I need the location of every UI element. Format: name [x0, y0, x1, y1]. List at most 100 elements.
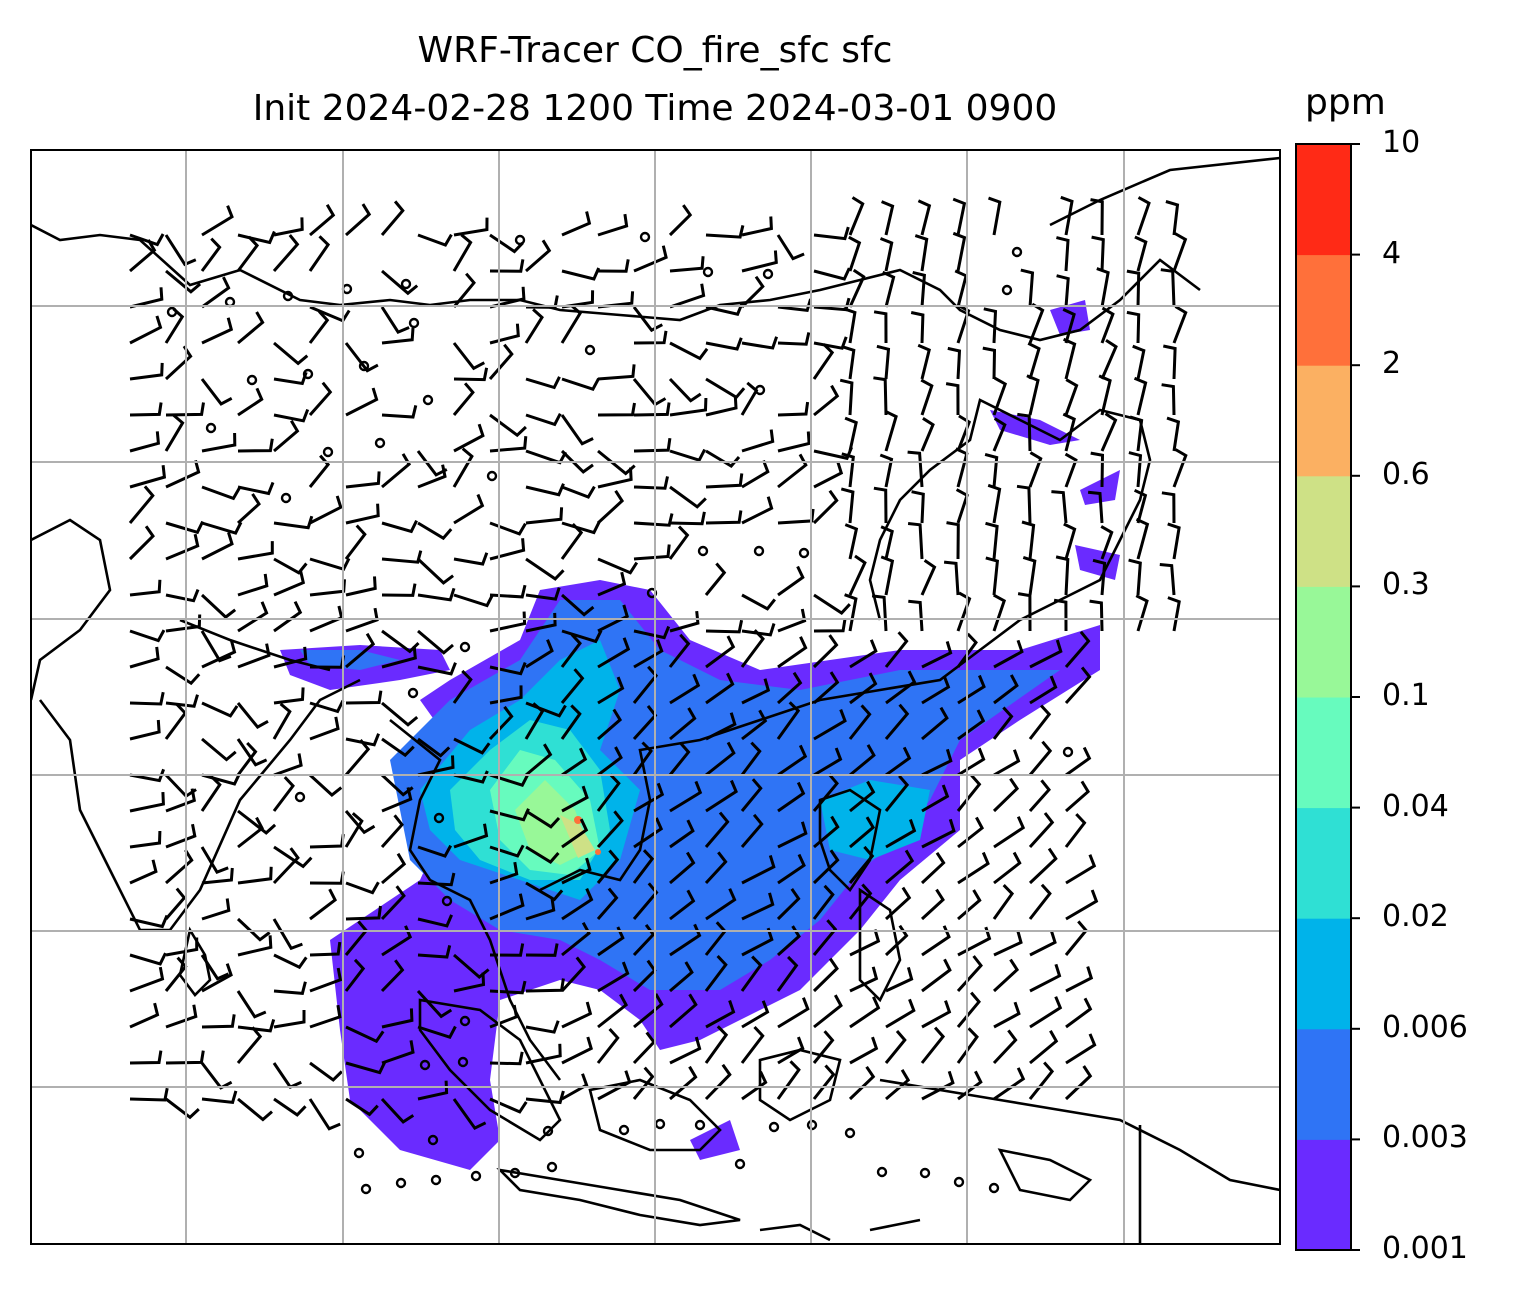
wind-barb — [417, 464, 447, 489]
wind-barb — [1135, 594, 1149, 632]
wind-barb — [165, 694, 199, 708]
wind-barb — [273, 515, 314, 530]
wind-barb — [165, 589, 200, 603]
wind-barb — [129, 914, 169, 929]
wind-barb — [1028, 847, 1058, 885]
wind-barb — [345, 1061, 387, 1075]
wind-barb — [1167, 596, 1181, 632]
wind-barb — [848, 704, 872, 740]
wind-barb — [453, 423, 485, 453]
wind-barb — [273, 646, 308, 669]
calm-wind-marker — [486, 470, 498, 482]
wind-barb — [345, 1025, 385, 1044]
wind-barb — [848, 1065, 876, 1101]
wind-barb — [777, 821, 808, 849]
calm-wind-marker — [470, 1170, 482, 1182]
wind-barb — [704, 954, 728, 992]
wind-barb — [417, 945, 452, 959]
calm-wind-marker — [768, 1121, 780, 1133]
wind-barb — [669, 780, 703, 813]
wind-barb — [1159, 563, 1176, 596]
wind-barb — [633, 402, 671, 417]
wind-barb — [1167, 522, 1181, 560]
wind-barb — [344, 810, 376, 835]
wind-barb — [843, 307, 857, 344]
wind-barb — [308, 773, 343, 797]
wind-barb — [164, 887, 187, 920]
wind-barb — [777, 431, 811, 453]
calm-wind-marker — [353, 1147, 365, 1159]
wind-barb — [1129, 415, 1144, 452]
wind-barb — [633, 437, 672, 453]
wind-barb — [1064, 666, 1092, 705]
wind-barb — [1027, 341, 1041, 380]
wind-barb — [165, 849, 194, 885]
wind-barb — [597, 571, 627, 597]
wind-barb — [597, 637, 631, 669]
wind-barb — [1028, 779, 1051, 812]
wind-barb — [452, 382, 475, 416]
wind-barb — [597, 746, 623, 777]
wind-barb — [236, 738, 268, 767]
wind-barb — [561, 593, 595, 617]
wind-barb — [165, 1004, 198, 1029]
wind-barb — [165, 460, 201, 489]
wind-barb — [884, 409, 898, 452]
wind-barb — [993, 639, 1024, 669]
wind-barb — [669, 485, 707, 509]
wind-barb — [668, 633, 691, 668]
wind-barb — [237, 866, 273, 885]
wind-barb — [201, 898, 231, 921]
wind-barb — [1161, 383, 1176, 416]
wind-barb — [200, 378, 233, 406]
wind-barb — [200, 846, 229, 874]
wind-barb — [453, 217, 489, 237]
wind-barb — [417, 662, 457, 676]
wind-barb — [952, 231, 967, 272]
wind-barb — [633, 513, 674, 527]
wind-barb — [1063, 522, 1077, 560]
wind-barb — [839, 378, 854, 416]
wind-barb — [741, 250, 778, 273]
wind-barb — [560, 304, 583, 344]
calm-wind-marker — [407, 687, 419, 699]
wind-barb — [272, 702, 292, 740]
wind-barb — [525, 897, 556, 921]
wind-barb — [273, 1010, 306, 1029]
wind-barb — [345, 576, 377, 597]
wind-barb — [633, 544, 671, 561]
wind-barb — [597, 364, 636, 381]
wind-barb — [812, 957, 839, 993]
wind-barb — [885, 849, 915, 885]
wind-barb — [669, 1036, 702, 1065]
wind-barb — [777, 565, 805, 597]
wind-barb — [957, 889, 982, 921]
wind-barb — [561, 818, 589, 849]
wind-barb — [741, 854, 776, 885]
calm-wind-marker — [205, 422, 217, 434]
wind-barb — [992, 376, 1008, 416]
wind-barb — [417, 521, 453, 541]
wind-barb — [128, 485, 155, 524]
wind-barb — [273, 557, 308, 575]
wind-barb — [633, 993, 664, 1029]
wind-barb — [200, 775, 222, 812]
wind-barb — [704, 811, 730, 848]
wind-barb — [453, 972, 486, 993]
wind-barb — [885, 818, 917, 849]
wind-barb — [921, 675, 951, 705]
wind-barb — [560, 414, 594, 446]
wind-barb — [956, 632, 978, 668]
wind-barb — [596, 887, 619, 920]
wind-barb — [489, 436, 528, 453]
wind-barb — [1172, 232, 1188, 272]
wind-barb — [453, 367, 489, 382]
wind-barb — [632, 741, 653, 776]
wind-barb — [381, 583, 417, 597]
wind-barb — [912, 270, 926, 308]
wind-barb — [910, 311, 925, 344]
wind-barb — [525, 612, 557, 633]
wind-barb — [1136, 196, 1151, 236]
wind-barb — [884, 886, 912, 921]
wind-barb — [632, 306, 663, 333]
